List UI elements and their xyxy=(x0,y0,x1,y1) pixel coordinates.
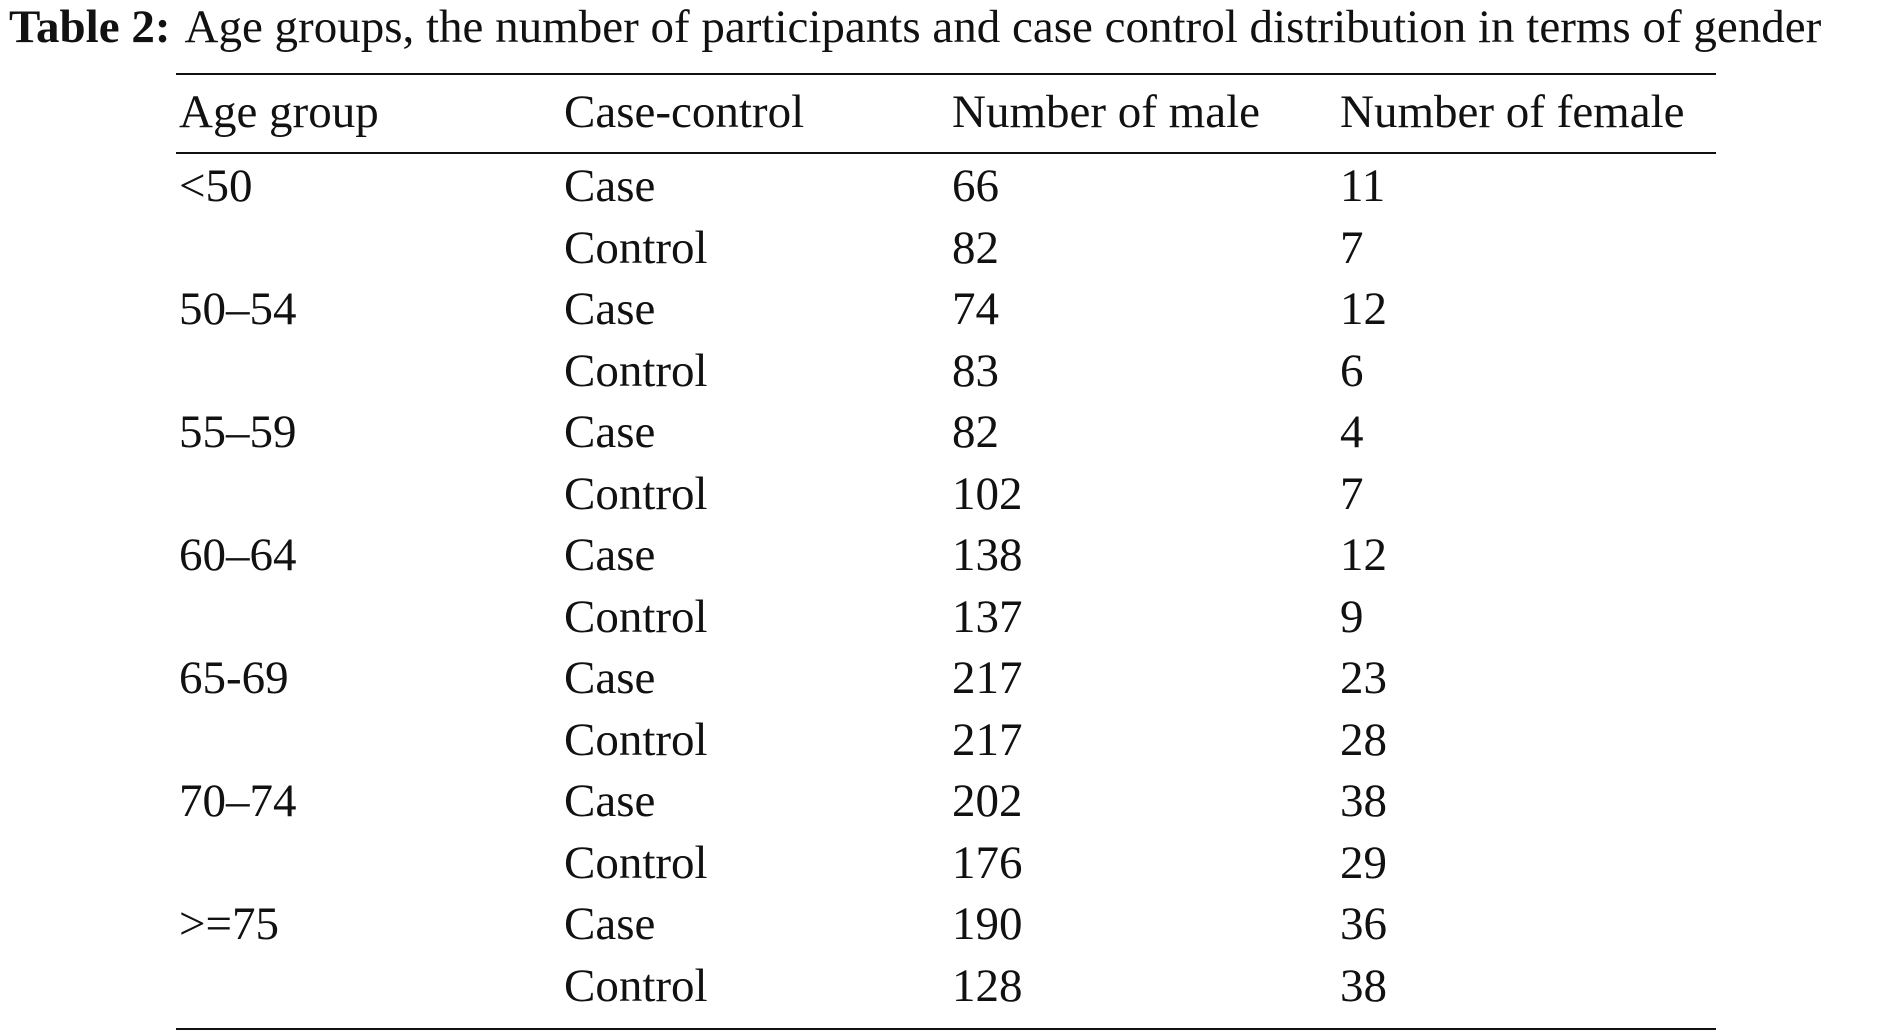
male-count-cell: 137 xyxy=(952,590,1023,643)
table-row: <50 Case 66 11 xyxy=(176,159,1716,221)
table-row: >=75 Case 190 36 xyxy=(176,897,1716,959)
male-count-cell: 82 xyxy=(952,406,999,458)
female-count-cell: 12 xyxy=(1340,283,1387,335)
table-row: Control 128 38 xyxy=(176,959,1716,1021)
male-count-cell: 138 xyxy=(952,529,1023,581)
column-header-case-control: Case-control xyxy=(564,86,805,138)
male-count-cell: 128 xyxy=(952,959,1023,1012)
male-count-cell: 176 xyxy=(952,836,1023,889)
male-count-cell: 217 xyxy=(952,652,1023,704)
female-count-cell: 4 xyxy=(1340,406,1364,458)
table-top-rule xyxy=(176,73,1716,75)
age-group-cell: 70–74 xyxy=(179,775,297,827)
table-row: 65-69 Case 217 23 xyxy=(176,651,1716,713)
case-control-cell: Control xyxy=(564,344,708,397)
male-count-cell: 202 xyxy=(952,775,1023,827)
male-count-cell: 217 xyxy=(952,713,1023,766)
table-header-rule xyxy=(176,152,1716,154)
male-count-cell: 83 xyxy=(952,344,999,397)
male-count-cell: 74 xyxy=(952,283,999,335)
table-header-row: Age group Case-control Number of male Nu… xyxy=(176,75,1716,152)
female-count-cell: 38 xyxy=(1340,959,1387,1012)
table-row: Control 83 6 xyxy=(176,344,1716,406)
age-group-cell: 65-69 xyxy=(179,652,289,704)
table-row: 50–54 Case 74 12 xyxy=(176,282,1716,344)
table-caption-label: Table 2: xyxy=(9,1,171,53)
age-group-cell: 50–54 xyxy=(179,283,297,335)
data-table: Age group Case-control Number of male Nu… xyxy=(176,73,1716,1030)
table-body: <50 Case 66 11 Control 82 7 50–54 Case 74 12 Contro… xyxy=(176,154,1716,1028)
female-count-cell: 7 xyxy=(1340,467,1364,520)
case-control-cell: Control xyxy=(564,713,708,766)
male-count-cell: 82 xyxy=(952,221,999,274)
female-count-cell: 36 xyxy=(1340,898,1387,950)
table-row: 55–59 Case 82 4 xyxy=(176,405,1716,467)
male-count-cell: 102 xyxy=(952,467,1023,520)
age-group-cell: 60–64 xyxy=(179,529,297,581)
age-group-cell: >=75 xyxy=(179,898,280,950)
table-caption-text: Age groups, the number of participants a… xyxy=(184,1,1822,53)
case-control-cell: Case xyxy=(564,652,656,704)
case-control-cell: Case xyxy=(564,529,656,581)
female-count-cell: 38 xyxy=(1340,775,1387,827)
table-row: Control 137 9 xyxy=(176,590,1716,652)
table-row: Control 217 28 xyxy=(176,713,1716,775)
table-row: 60–64 Case 138 12 xyxy=(176,528,1716,590)
age-group-cell: <50 xyxy=(179,160,253,212)
female-count-cell: 7 xyxy=(1340,221,1364,274)
female-count-cell: 29 xyxy=(1340,836,1387,889)
female-count-cell: 23 xyxy=(1340,652,1387,704)
column-header-number-of-male: Number of male xyxy=(952,86,1261,138)
case-control-cell: Control xyxy=(564,959,708,1012)
case-control-cell: Control xyxy=(564,590,708,643)
table-row: 70–74 Case 202 38 xyxy=(176,774,1716,836)
table-row: Control 82 7 xyxy=(176,221,1716,283)
female-count-cell: 12 xyxy=(1340,529,1387,581)
case-control-cell: Control xyxy=(564,221,708,274)
female-count-cell: 11 xyxy=(1340,160,1386,212)
female-count-cell: 9 xyxy=(1340,590,1364,643)
age-group-cell: 55–59 xyxy=(179,406,297,458)
column-header-age-group: Age group xyxy=(179,86,379,138)
female-count-cell: 28 xyxy=(1340,713,1387,766)
case-control-cell: Control xyxy=(564,467,708,520)
case-control-cell: Case xyxy=(564,283,656,335)
column-header-number-of-female: Number of female xyxy=(1340,86,1685,138)
table-row: Control 176 29 xyxy=(176,836,1716,898)
table-row: Control 102 7 xyxy=(176,467,1716,529)
case-control-cell: Case xyxy=(564,160,656,212)
male-count-cell: 66 xyxy=(952,160,999,212)
case-control-cell: Case xyxy=(564,406,656,458)
case-control-cell: Case xyxy=(564,775,656,827)
male-count-cell: 190 xyxy=(952,898,1023,950)
case-control-cell: Case xyxy=(564,898,656,950)
female-count-cell: 6 xyxy=(1340,344,1364,397)
case-control-cell: Control xyxy=(564,836,708,889)
table-caption: Table 2: Age groups, the number of partic… xyxy=(9,0,1821,54)
